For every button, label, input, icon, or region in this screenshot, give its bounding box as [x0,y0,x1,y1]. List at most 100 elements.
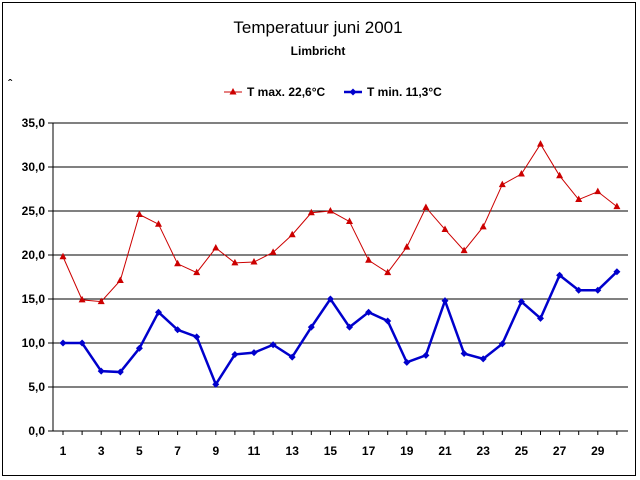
tmax-point [59,252,67,260]
x-tick-label: 5 [136,444,143,458]
tmin-point [422,351,430,359]
tmin-point [78,339,86,347]
tmax-point [537,140,544,147]
tmin-point [97,367,105,375]
tmax-point [193,268,201,276]
tmin-point [231,350,239,358]
legend-marker [349,88,357,96]
tmax-line [62,143,618,303]
axes [48,122,628,435]
tmax-point [575,195,583,203]
series-layer [59,140,621,388]
chart-frame [2,2,636,476]
tmax-point [346,217,353,225]
chart-title: Temperatuur juni 2001 [233,18,402,37]
tmax-point [231,258,239,266]
x-tick-labels: 1 3 5 7 9 11 13 15 17 19 21 23 25 27 29 [60,444,605,458]
x-tick-label: 1 [60,444,67,458]
tmax-point [212,243,220,251]
tmin-point [288,353,296,361]
tmax-point [326,207,334,214]
tmin-point [460,350,468,358]
y-tick-label: 10,0 [22,336,46,350]
tmax-point [307,208,315,216]
tmax-point [460,246,468,254]
tmax-point [116,276,124,284]
x-tick-label: 15 [324,444,338,458]
x-tick-label: 23 [477,444,491,458]
x-tick-label: 27 [553,444,567,458]
tmax-point [556,171,564,179]
tmin-point [135,344,143,352]
tmax-point [384,268,392,276]
tmin-point [365,308,373,316]
tmin-point [403,358,411,366]
tmin-point [441,297,449,305]
legend-marker [229,88,237,95]
tmax-point [403,243,411,250]
tmax-point [498,180,506,188]
chart-subtitle: Limbricht [291,44,346,58]
tmin-point [212,380,220,388]
legend: T max. 22,6°C T min. 11,3°C [224,85,442,99]
x-tick-label: 25 [515,444,529,458]
y-tick-label: 35,0 [22,116,46,130]
y-tick-label: 20,0 [22,248,46,262]
tmin-point [384,317,392,325]
tmin-point [307,323,315,331]
tmax-point [97,297,105,305]
tmin-point [498,340,506,348]
tmin-point [594,286,602,294]
x-tick-label: 7 [174,444,181,458]
x-tick-label: 9 [212,444,219,458]
tmax-point [250,258,258,265]
y-tick-label: 25,0 [22,204,46,218]
tmax-point [78,295,86,303]
x-tick-label: 19 [400,444,414,458]
tmin-point [193,333,201,341]
tmax-point [155,220,162,227]
tmax-point [479,222,487,230]
tmin-point [116,368,124,376]
tmin-point [537,314,544,322]
tmax-point [594,187,602,195]
y-tick-labels: 0,0 5,0 10,0 15,0 20,0 25,0 30,0 35,0 [22,116,46,438]
tmin-point [346,323,353,331]
tmin-point [575,286,583,294]
tmax-point [135,210,143,218]
tmax-point [365,256,373,263]
tmin-point [556,271,564,279]
tmax-point [174,259,182,267]
tmin-point [155,308,162,316]
tmax-point [422,203,430,210]
tmin-point [613,268,621,276]
x-tick-label: 21 [438,444,452,458]
tmax-point [613,202,621,210]
tmax-point [517,170,525,177]
tmin-point [250,349,258,357]
legend-label: T min. 11,3°C [367,85,442,99]
tmax-point [441,225,449,232]
stray-mark: ˆ [8,77,13,91]
x-tick-label: 13 [286,444,300,458]
tmax-point [269,248,277,255]
tmin-point [517,298,525,306]
tmin-line [63,270,618,388]
y-tick-label: 15,0 [22,292,46,306]
y-tick-label: 30,0 [22,160,46,174]
tmin-point [174,326,182,334]
tmin-point [479,355,487,363]
x-tick-label: 17 [362,444,376,458]
tmin-point [59,339,67,347]
x-tick-label: 29 [591,444,605,458]
legend-label: T max. 22,6°C [247,85,326,99]
tmin-point [269,341,277,349]
tmax-point [288,230,296,238]
y-tick-label: 0,0 [28,424,45,438]
y-tick-label: 5,0 [28,380,45,394]
grid-lines [53,122,628,388]
tmin-point [326,295,334,303]
x-tick-label: 3 [98,444,105,458]
x-tick-label: 11 [248,444,261,458]
